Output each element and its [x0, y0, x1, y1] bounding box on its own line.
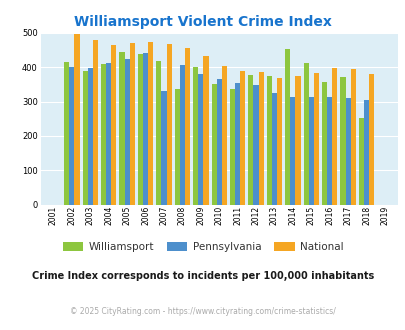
Bar: [74, 34, 79, 205]
Bar: [248, 75, 253, 205]
Bar: [253, 85, 258, 205]
Bar: [124, 59, 130, 205]
Bar: [271, 93, 276, 205]
Bar: [363, 100, 368, 205]
Bar: [93, 40, 98, 205]
Bar: [240, 71, 245, 205]
Bar: [198, 74, 203, 205]
Bar: [321, 82, 326, 205]
Bar: [313, 73, 318, 205]
Bar: [308, 97, 313, 205]
Bar: [161, 91, 166, 205]
Bar: [326, 97, 332, 205]
Bar: [156, 61, 161, 205]
Bar: [179, 65, 185, 205]
Bar: [148, 42, 153, 205]
Bar: [111, 45, 116, 205]
Text: © 2025 CityRating.com - https://www.cityrating.com/crime-statistics/: © 2025 CityRating.com - https://www.city…: [70, 307, 335, 316]
Text: Crime Index corresponds to incidents per 100,000 inhabitants: Crime Index corresponds to incidents per…: [32, 271, 373, 280]
Bar: [185, 48, 190, 205]
Bar: [69, 67, 74, 205]
Bar: [358, 118, 363, 205]
Text: Williamsport Violent Crime Index: Williamsport Violent Crime Index: [74, 15, 331, 29]
Bar: [119, 52, 124, 205]
Bar: [229, 88, 234, 205]
Bar: [82, 71, 87, 205]
Bar: [303, 63, 308, 205]
Bar: [290, 97, 295, 205]
Bar: [87, 68, 93, 205]
Bar: [266, 76, 271, 205]
Bar: [64, 62, 69, 205]
Bar: [234, 83, 240, 205]
Bar: [350, 69, 355, 205]
Bar: [138, 53, 143, 205]
Bar: [339, 77, 345, 205]
Bar: [221, 66, 226, 205]
Bar: [130, 43, 134, 205]
Bar: [276, 78, 281, 205]
Bar: [258, 72, 263, 205]
Bar: [216, 79, 221, 205]
Bar: [174, 89, 179, 205]
Legend: Williamsport, Pennsylvania, National: Williamsport, Pennsylvania, National: [58, 238, 347, 256]
Bar: [211, 84, 216, 205]
Bar: [345, 98, 350, 205]
Bar: [166, 44, 171, 205]
Bar: [368, 74, 373, 205]
Bar: [203, 56, 208, 205]
Bar: [143, 53, 148, 205]
Bar: [332, 68, 337, 205]
Bar: [106, 63, 111, 205]
Bar: [284, 49, 290, 205]
Bar: [295, 76, 300, 205]
Bar: [101, 64, 106, 205]
Bar: [193, 67, 198, 205]
